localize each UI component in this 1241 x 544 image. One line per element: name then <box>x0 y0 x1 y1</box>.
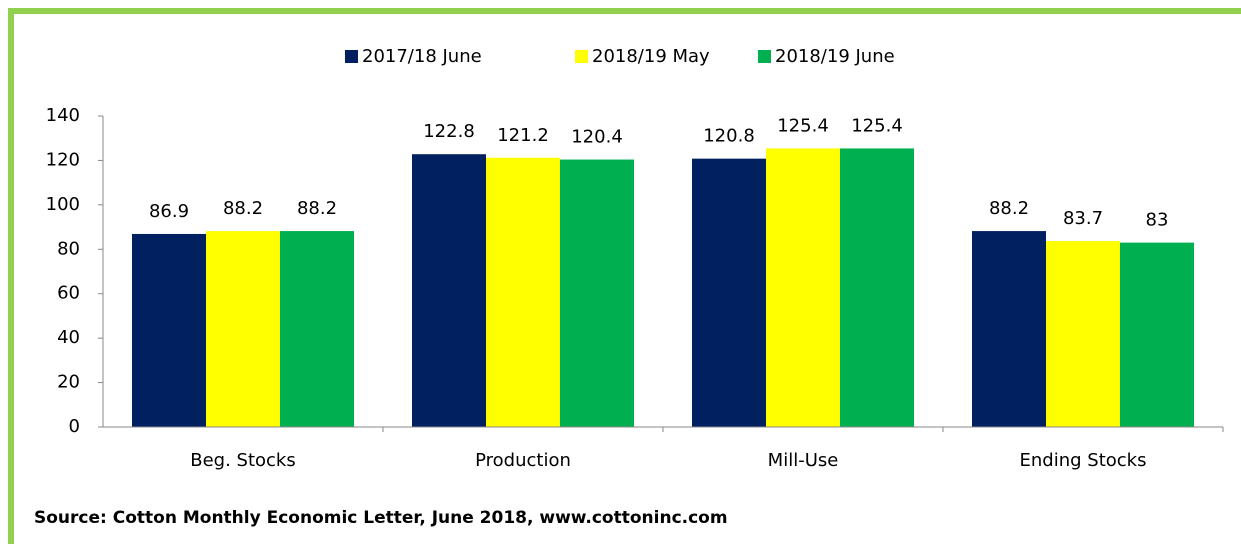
legend-swatch <box>575 50 588 63</box>
legend-label: 2017/18 June <box>362 46 482 67</box>
frame-top <box>8 8 1241 14</box>
bar <box>412 154 486 428</box>
bar <box>972 231 1046 427</box>
value-label: 83.7 <box>1063 208 1103 229</box>
legend-swatch <box>758 50 771 63</box>
bar <box>206 231 280 427</box>
value-label: 88.2 <box>223 198 263 219</box>
value-label: 121.2 <box>497 125 549 146</box>
y-tick-label: 40 <box>57 327 80 348</box>
legend-swatch <box>345 50 358 63</box>
bar <box>692 158 766 427</box>
value-label: 125.4 <box>851 115 903 136</box>
bar <box>1120 242 1194 427</box>
y-tick-label: 80 <box>57 238 80 259</box>
value-label: 88.2 <box>989 198 1029 219</box>
bar <box>560 159 634 428</box>
y-tick-label: 20 <box>57 372 80 393</box>
x-tick-label: Mill-Use <box>768 450 839 471</box>
y-tick-label: 100 <box>46 194 80 215</box>
y-tick-label: 60 <box>57 283 80 304</box>
source-note: Source: Cotton Monthly Economic Letter, … <box>34 508 728 528</box>
y-tick-label: 0 <box>69 416 80 437</box>
bar <box>1046 241 1120 427</box>
bar <box>486 157 560 427</box>
bar <box>280 231 354 427</box>
value-label: 120.4 <box>571 127 623 148</box>
y-tick-label: 120 <box>46 149 80 170</box>
x-tick-label: Production <box>475 450 571 471</box>
y-tick-label: 140 <box>46 105 80 126</box>
value-label: 83 <box>1146 210 1169 231</box>
bar <box>132 233 206 427</box>
x-tick-label: Ending Stocks <box>1020 450 1147 471</box>
bar <box>840 148 914 427</box>
x-tick-label: Beg. Stocks <box>190 450 296 471</box>
value-label: 88.2 <box>297 198 337 219</box>
value-label: 120.8 <box>703 126 755 147</box>
bar <box>766 148 840 427</box>
value-label: 125.4 <box>777 115 829 136</box>
legend-label: 2018/19 May <box>592 46 710 67</box>
frame-left <box>8 8 14 544</box>
legend-label: 2018/19 June <box>775 46 895 67</box>
value-label: 86.9 <box>149 201 189 222</box>
value-label: 122.8 <box>423 121 475 142</box>
